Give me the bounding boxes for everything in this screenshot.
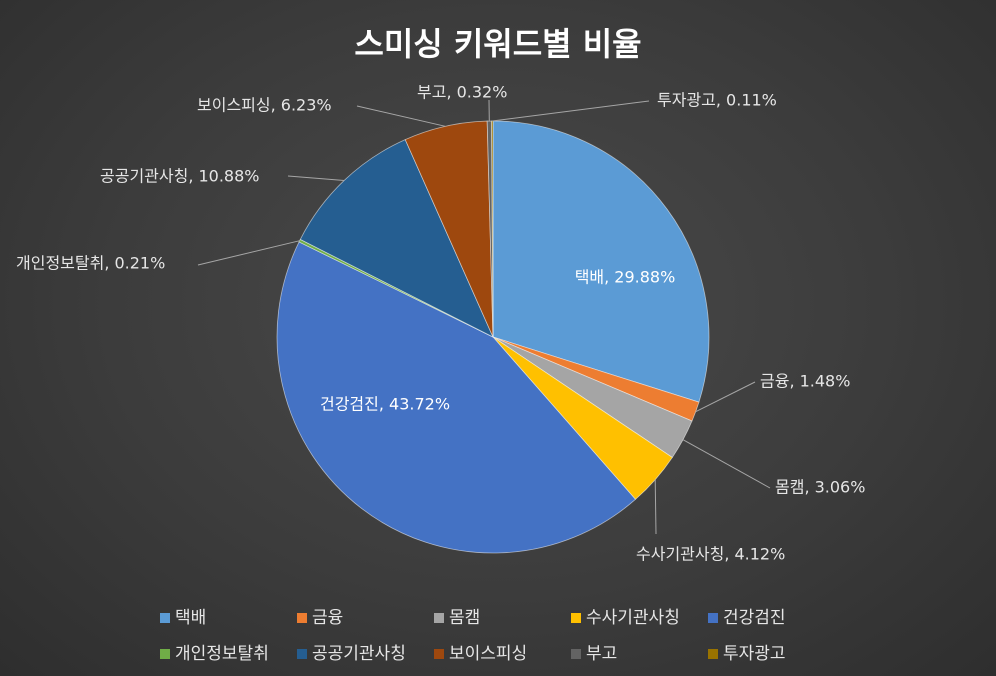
pie-slice-5 (276, 241, 637, 554)
data-label: 개인정보탈취, 0.21% (16, 254, 165, 273)
pie-slice-1 (492, 120, 710, 403)
data-label: 보이스피싱, 6.23% (197, 96, 332, 115)
legend-label: 건강검진 (723, 608, 786, 628)
legend-label: 몸캠 (449, 608, 480, 628)
leader-line (287, 175, 345, 181)
legend-label: 공공기관사칭 (312, 644, 406, 664)
pie-slices (276, 120, 710, 554)
legend-swatch (708, 613, 718, 623)
legend-swatch (434, 613, 444, 623)
legend-swatch (708, 649, 718, 659)
leader-line (682, 439, 771, 489)
legend-item: 택배 (160, 608, 206, 628)
legend-item: 부고 (571, 644, 617, 664)
leader-line (356, 105, 446, 127)
pie-slice-7 (299, 139, 494, 338)
data-label: 몸캠, 3.06% (775, 478, 865, 497)
legend-item: 보이스피싱 (434, 644, 527, 664)
legend-label: 개인정보탈취 (175, 644, 269, 664)
legend-label: 보이스피싱 (449, 644, 527, 664)
data-label: 건강검진, 43.72% (320, 395, 450, 414)
legend-item: 수사기관사칭 (571, 608, 680, 628)
leader-line (492, 100, 650, 122)
data-label: 금융, 1.48% (760, 372, 850, 391)
leader-line (695, 381, 756, 413)
chart-title: 스미싱 키워드별 비율 (354, 25, 641, 63)
legend-swatch (160, 649, 170, 659)
data-label: 부고, 0.32% (417, 83, 507, 102)
data-label: 택배, 29.88% (575, 268, 676, 287)
legend-item: 건강검진 (708, 608, 786, 628)
legend-item: 몸캠 (434, 608, 480, 628)
legend-swatch (434, 649, 444, 659)
leader-line (197, 240, 300, 266)
legend-swatch (571, 613, 581, 623)
legend-label: 수사기관사칭 (586, 608, 680, 628)
data-label: 수사기관사칭, 4.12% (636, 545, 785, 564)
legend-label: 금융 (312, 608, 343, 628)
legend-swatch (571, 649, 581, 659)
legend-swatch (160, 613, 170, 623)
legend-swatch (297, 649, 307, 659)
data-labels: 택배, 29.88% 금융, 1.48% 몸캠, 3.06% 수사기관사칭, 4.12… (16, 83, 865, 564)
legend-label: 택배 (175, 608, 206, 628)
leader-lines (197, 99, 771, 535)
legend-label: 부고 (586, 644, 617, 664)
legend-label: 투자광고 (723, 644, 786, 664)
legend-swatch (297, 613, 307, 623)
legend-item: 투자광고 (708, 644, 786, 664)
legend-item: 공공기관사칭 (297, 644, 406, 664)
data-label: 투자광고, 0.11% (657, 91, 777, 110)
leader-line (654, 479, 657, 535)
data-label: 공공기관사칭, 10.88% (100, 167, 260, 186)
legend-item: 금융 (297, 608, 343, 628)
legend-item: 개인정보탈취 (160, 644, 269, 664)
